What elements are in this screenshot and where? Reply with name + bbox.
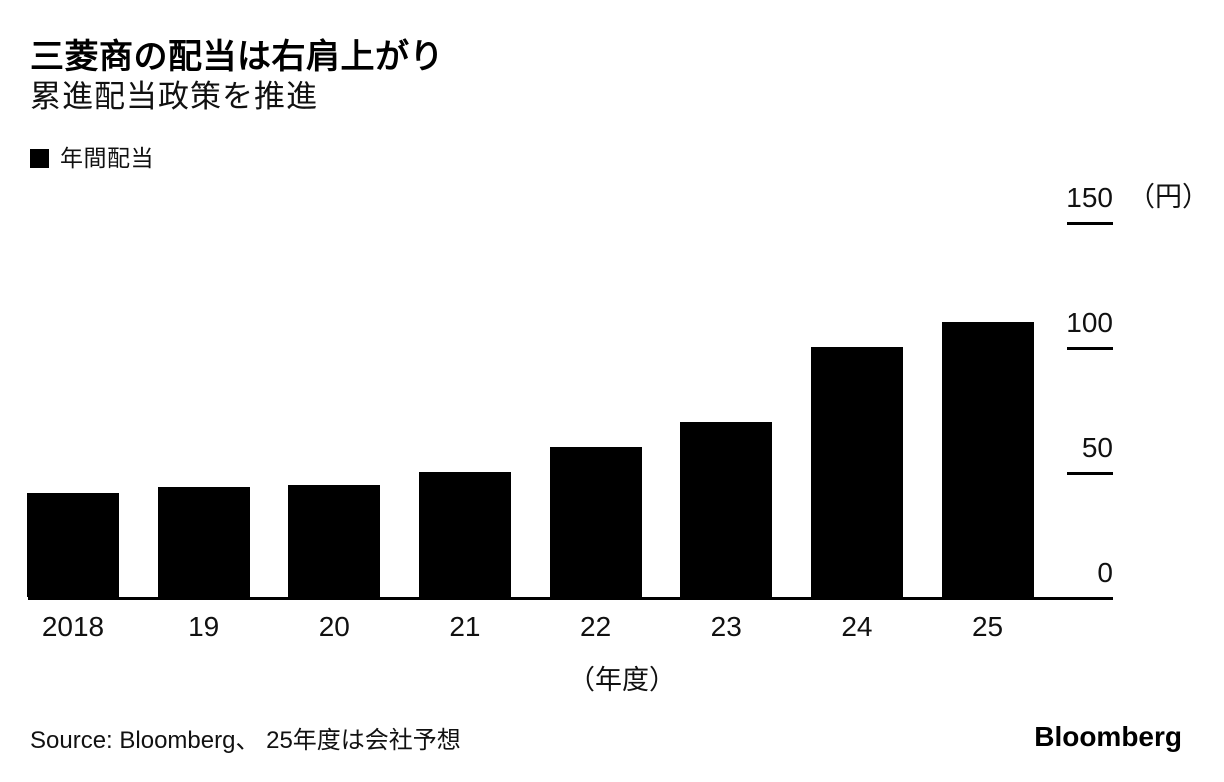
chart-subtitle: 累進配当政策を推進 xyxy=(30,79,318,114)
x-tick-label-2018: 2018 xyxy=(41,611,105,642)
bar-21 xyxy=(418,472,511,597)
x-tick-label-24: 24 xyxy=(841,611,873,642)
bar-25 xyxy=(941,322,1034,597)
legend-swatch-icon xyxy=(30,148,49,168)
y-tick-line-150 xyxy=(1067,222,1113,225)
legend-label: 年間配当 xyxy=(60,145,154,171)
bar-2018 xyxy=(27,492,119,597)
x-tick-label-22: 22 xyxy=(580,611,612,642)
bloomberg-logo: Bloomberg xyxy=(1034,721,1182,752)
chart-title: 三菱商の配当は右肩上がり xyxy=(30,38,444,76)
y-tick-label-150: 150 xyxy=(1066,182,1113,213)
x-tick-label-19: 19 xyxy=(188,611,220,642)
bar-23 xyxy=(680,422,773,597)
x-tick-label-21: 21 xyxy=(449,611,481,642)
y-tick-label-100: 100 xyxy=(1066,307,1113,338)
bar-24 xyxy=(810,347,903,597)
x-tick-label-25: 25 xyxy=(971,611,1004,642)
x-tick-label-23: 23 xyxy=(710,611,742,642)
y-axis-unit-label: （円） xyxy=(1128,182,1209,212)
x-tick-label-20: 20 xyxy=(318,611,350,642)
bar-19 xyxy=(157,487,250,597)
x-axis-title: （年度） xyxy=(568,665,676,695)
y-tick-line-100 xyxy=(1067,347,1113,350)
y-tick-label-0: 0 xyxy=(1097,557,1113,588)
x-axis-line xyxy=(28,597,1113,600)
y-tick-line-50 xyxy=(1067,472,1113,475)
legend: 年間配当 xyxy=(30,146,154,170)
source-note: Source: Bloomberg、 25年度は会社予想 xyxy=(30,727,461,754)
bar-22 xyxy=(549,447,642,597)
bar-20 xyxy=(288,485,381,597)
y-tick-label-50: 50 xyxy=(1081,432,1113,463)
